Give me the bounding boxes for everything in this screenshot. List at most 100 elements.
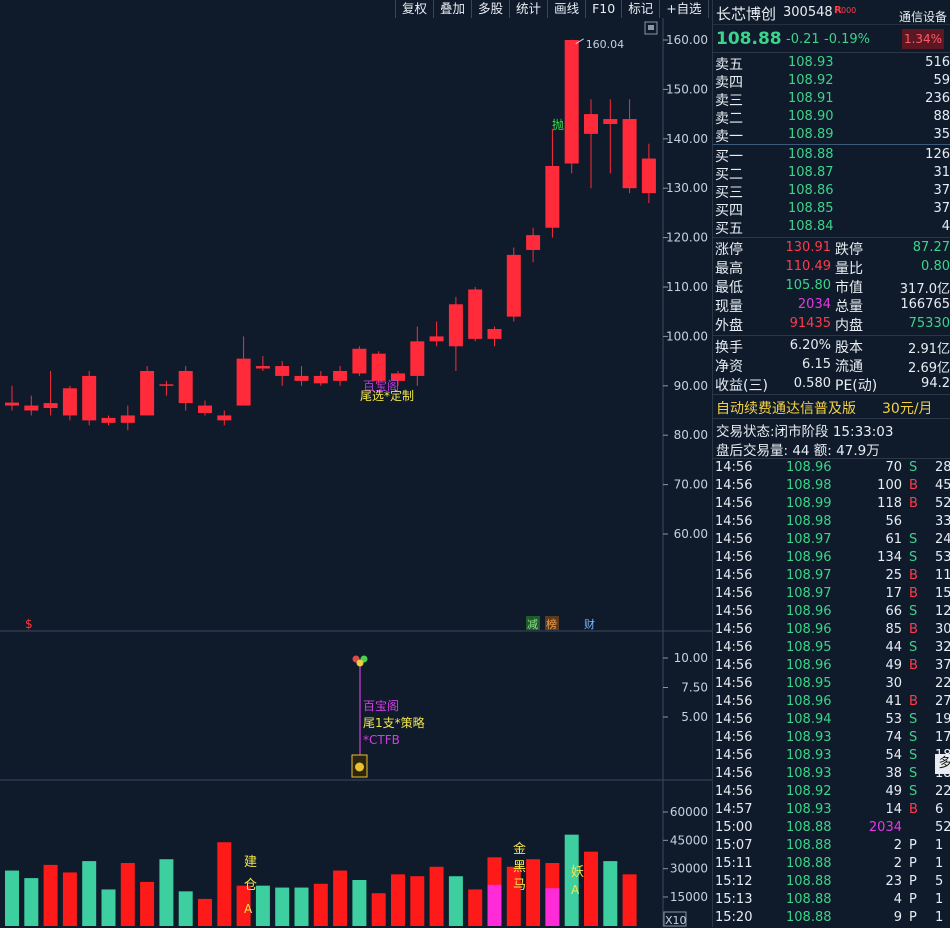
- tick-row[interactable]: 15:11 108.88 2 P 1: [713, 856, 950, 874]
- tick-time: 15:13: [715, 892, 753, 907]
- stat-row: 现量 2034 总量 166765: [713, 296, 950, 315]
- order-book-row[interactable]: 卖三 108.91 236: [713, 90, 950, 109]
- order-book-row[interactable]: 买三 108.86 37: [713, 182, 950, 201]
- order-book-row[interactable]: 卖二 108.90 88: [713, 108, 950, 127]
- tick-row[interactable]: 14:57 108.93 14 B 6: [713, 802, 950, 820]
- candle-body: [24, 405, 39, 411]
- annotation-text: 尾选*定制: [360, 388, 414, 403]
- multi-popup-button[interactable]: 多: [935, 754, 950, 774]
- book-volume: 126: [925, 147, 950, 162]
- stat-value: 0.580: [793, 376, 831, 391]
- kline-chart[interactable]: 160.00 150.00 140.00 130.00 120.00 110.00 100.…: [0, 0, 712, 927]
- tick-side: S: [909, 730, 918, 745]
- tick-side: S: [909, 712, 918, 727]
- price-line: 108.88 -0.21 -0.19% 1.34%: [713, 25, 950, 51]
- candle-body: [352, 348, 367, 374]
- tick-row[interactable]: 14:56 108.95 44 S 32: [713, 640, 950, 658]
- candle-body: [468, 289, 483, 339]
- tick-row[interactable]: 14:56 108.96 134 S 53: [713, 550, 950, 568]
- tick-row[interactable]: 14:56 108.98 56 33: [713, 514, 950, 532]
- tick-row[interactable]: 14:56 108.92 49 S 22: [713, 784, 950, 802]
- tick-count: 525: [935, 820, 950, 835]
- candle-body: [410, 341, 425, 376]
- tick-row[interactable]: 14:56 108.94 53 S 19: [713, 712, 950, 730]
- volume-bar: [101, 889, 116, 926]
- tick-row[interactable]: 15:13 108.88 4 P 1: [713, 892, 950, 910]
- quote-panel: 长芯博创 300548 R 000 通信设备 108.88 -0.21 -0.1…: [712, 0, 950, 927]
- tick-volume: 56: [885, 514, 902, 529]
- toolbar-button-1[interactable]: 叠加: [433, 0, 472, 18]
- tick-row[interactable]: 15:12 108.88 23 P 5: [713, 874, 950, 892]
- volume-unit-box: [663, 911, 687, 927]
- tick-row[interactable]: 14:56 108.96 41 B 27: [713, 694, 950, 712]
- tick-volume: 17: [885, 586, 902, 601]
- tick-time: 15:12: [715, 874, 753, 889]
- annotation-sell: 抛: [552, 117, 564, 132]
- toolbar-button-0[interactable]: 复权: [395, 0, 434, 18]
- book-price: 108.84: [788, 219, 834, 234]
- tick-row[interactable]: 14:56 108.96 66 S 12: [713, 604, 950, 622]
- tick-side: B: [909, 658, 918, 673]
- stat-label: 流通: [835, 359, 863, 375]
- tick-row[interactable]: 14:56 108.96 70 S 28: [713, 460, 950, 478]
- indicator-tick-label: 7.50: [681, 681, 708, 695]
- after-hours-volume: 盘后交易量: 44 额: 47.9万: [716, 443, 880, 459]
- promo-bar[interactable]: 自动续费通达信普及版 30元/月: [713, 396, 950, 418]
- toolbar-button-2[interactable]: 多股: [471, 0, 510, 18]
- stat-value: 6.20%: [789, 338, 831, 353]
- tick-count: 27: [935, 694, 950, 709]
- tick-row[interactable]: 15:20 108.88 9 P 1: [713, 910, 950, 928]
- book-price: 108.85: [788, 201, 834, 216]
- tick-time: 15:00: [715, 820, 753, 835]
- promo-text[interactable]: 自动续费通达信普及版: [716, 401, 856, 417]
- tick-row[interactable]: 14:56 108.98 100 B 45: [713, 478, 950, 496]
- tick-row[interactable]: 15:07 108.88 2 P 1: [713, 838, 950, 856]
- tick-price: 108.99: [786, 496, 832, 511]
- tick-volume: 53: [885, 712, 902, 727]
- tick-side: S: [909, 640, 918, 655]
- promo-price[interactable]: 30元/月: [882, 401, 933, 417]
- toolbar-button-7[interactable]: +自选: [659, 0, 708, 18]
- sector-name[interactable]: 通信设备: [899, 10, 948, 24]
- tick-count: 30: [935, 622, 950, 637]
- tick-row[interactable]: 14:56 108.99 118 B 52: [713, 496, 950, 514]
- tick-row[interactable]: 14:56 108.97 17 B 15: [713, 586, 950, 604]
- tick-row[interactable]: 14:56 108.96 49 B 37: [713, 658, 950, 676]
- tick-volume: 49: [885, 784, 902, 799]
- vol-annotation: A: [571, 883, 580, 897]
- order-book-row[interactable]: 买五 108.84 4: [713, 218, 950, 237]
- toolbar-button-6[interactable]: 标记: [621, 0, 660, 18]
- order-book-row[interactable]: 买一 108.88 126: [713, 146, 950, 165]
- tick-row[interactable]: 14:56 108.93 74 S 17: [713, 730, 950, 748]
- toolbar-button-3[interactable]: 统计: [509, 0, 548, 18]
- tick-volume: 25: [885, 568, 902, 583]
- candle-body: [487, 328, 502, 339]
- tick-row[interactable]: 14:56 108.97 25 B 11: [713, 568, 950, 586]
- order-book-row[interactable]: 卖四 108.92 59: [713, 72, 950, 91]
- volume-unit-label: X10: [665, 914, 687, 927]
- stat-label: 收益(三): [715, 378, 768, 394]
- order-book-row[interactable]: 卖五 108.93 516: [713, 54, 950, 73]
- tick-count: 22: [935, 676, 950, 691]
- tick-time: 14:56: [715, 658, 753, 673]
- tick-price: 108.96: [786, 658, 832, 673]
- tick-side: P: [909, 856, 917, 871]
- order-book-row[interactable]: 买四 108.85 37: [713, 200, 950, 219]
- tick-row[interactable]: 15:00 108.88 2034 525: [713, 820, 950, 838]
- annotation-text: 尾1支*策略: [363, 715, 425, 730]
- tick-price: 108.96: [786, 694, 832, 709]
- tick-row[interactable]: 14:56 108.97 61 S 24: [713, 532, 950, 550]
- stat-label: 外盘: [715, 318, 743, 334]
- tick-count: 1: [935, 856, 944, 871]
- tick-row[interactable]: 14:56 108.96 85 B 30: [713, 622, 950, 640]
- candle-body: [255, 366, 270, 369]
- tick-price: 108.93: [786, 748, 832, 763]
- toolbar-button-5[interactable]: F10: [585, 0, 622, 18]
- order-book-row[interactable]: 买二 108.87 31: [713, 164, 950, 183]
- order-book-row[interactable]: 卖一 108.89 35: [713, 126, 950, 145]
- toolbar-button-4[interactable]: 画线: [547, 0, 586, 18]
- tick-row[interactable]: 14:56 108.95 30 22: [713, 676, 950, 694]
- book-price: 108.93: [788, 55, 834, 70]
